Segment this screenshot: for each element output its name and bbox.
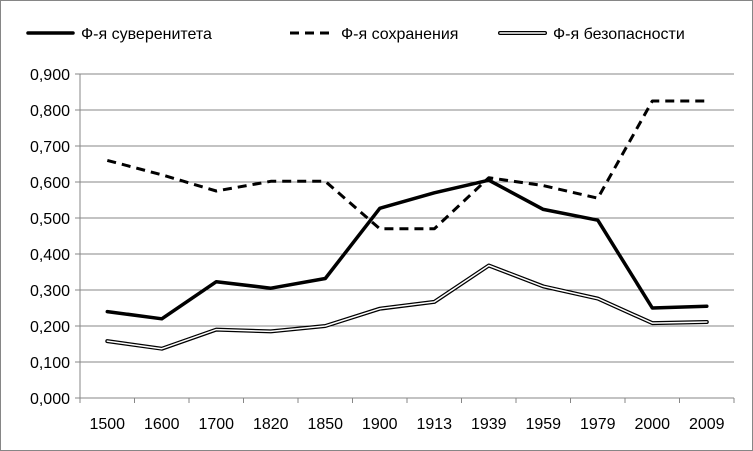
- x-tick-label: 1939: [471, 416, 507, 433]
- x-tick-label: 1959: [525, 416, 561, 433]
- legend-label: Ф-я суверенитета: [81, 26, 212, 43]
- x-axis-ticks: 1500 1600 1700 1820 1850 1900 1913 1939 1959 1979…: [89, 416, 724, 433]
- x-tick-label: 1820: [253, 416, 289, 433]
- series-3: [105, 263, 709, 351]
- legend-label: Ф-я сохранения: [341, 26, 458, 43]
- legend-item: Ф-я суверенитета: [26, 26, 212, 43]
- y-tick-label: 0,900: [30, 67, 70, 84]
- y-tick-label: 0,700: [30, 139, 70, 156]
- y-tick-label: 0,800: [30, 103, 70, 120]
- x-tick-label: 2009: [689, 416, 725, 433]
- x-tick-label: 1900: [362, 416, 398, 433]
- x-tick-label: 2000: [634, 416, 670, 433]
- x-tick-label: 1913: [416, 416, 452, 433]
- legend-item: Ф-я безопасности: [498, 26, 685, 43]
- x-tick-label: 1500: [89, 416, 125, 433]
- axes: [75, 73, 735, 403]
- series-lines: [105, 99, 709, 351]
- x-tick-label: 1600: [144, 416, 180, 433]
- y-tick-label: 0,300: [30, 283, 70, 300]
- legend-label: Ф-я безопасности: [553, 26, 685, 43]
- series-1: [105, 178, 709, 321]
- y-tick-label: 0,400: [30, 247, 70, 264]
- x-tick-label: 1850: [307, 416, 343, 433]
- x-tick-label: 1700: [198, 416, 234, 433]
- y-tick-label: 0,500: [30, 211, 70, 228]
- y-axis-ticks: 0,000 0,100 0,200 0,300 0,400 0,500 0,600 0,700…: [30, 67, 70, 408]
- y-tick-label: 0,100: [30, 355, 70, 372]
- y-tick-label: 0,200: [30, 319, 70, 336]
- legend-item: Ф-я сохранения: [290, 26, 458, 43]
- series-line-dashed: [106, 99, 707, 231]
- series-line-inner: [106, 264, 708, 350]
- series-line-solid: [105, 178, 709, 321]
- y-tick-label: 0,600: [30, 175, 70, 192]
- legend: Ф-я суверенитета Ф-я сохранения Ф-я безопа…: [26, 26, 685, 43]
- x-tick-label: 1979: [580, 416, 616, 433]
- series-2: [106, 99, 707, 231]
- gridlines: [80, 73, 734, 363]
- y-tick-label: 0,000: [30, 391, 70, 408]
